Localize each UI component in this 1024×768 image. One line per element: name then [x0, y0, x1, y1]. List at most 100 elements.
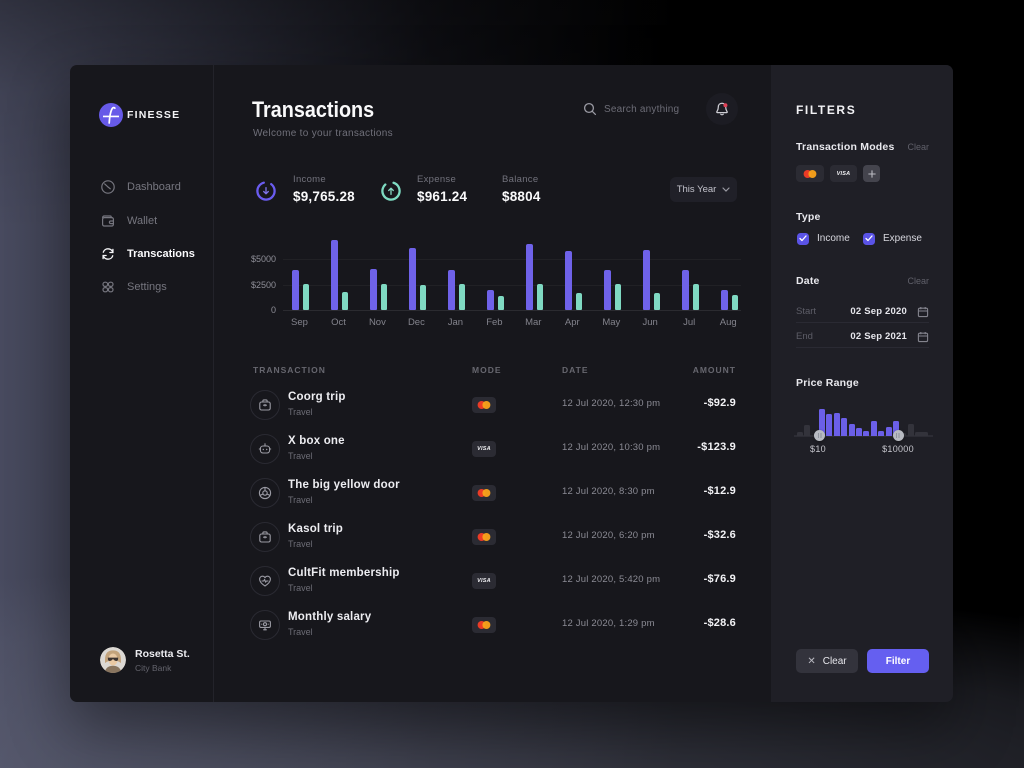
payment-mode-chip: VISA — [472, 441, 496, 457]
app-window: FINESSE Dashboard — [70, 65, 953, 702]
x-axis-tick: Jan — [447, 317, 464, 328]
search-input[interactable] — [604, 103, 696, 115]
income-bar — [682, 269, 689, 310]
wallet-icon — [100, 213, 116, 229]
type-label: Type — [796, 211, 821, 223]
expense-bar — [459, 283, 466, 310]
visa-chip[interactable]: VISA — [830, 165, 857, 182]
sidebar: FINESSE Dashboard — [70, 65, 214, 702]
expense-bar — [654, 293, 660, 310]
expense-option-label: Expense — [883, 233, 922, 244]
table-row[interactable]: The big yellow door Travel 12 Jul 2020, … — [215, 471, 771, 515]
mastercard-icon — [477, 489, 491, 497]
calendar-icon[interactable] — [917, 305, 929, 323]
histogram-bar — [863, 430, 870, 436]
range-min-handle[interactable] — [814, 430, 826, 441]
transaction-date: 12 Jul 2020, 8:30 pm — [562, 486, 655, 497]
date-start-row[interactable]: Start 02 Sep 2020 — [796, 302, 929, 323]
date-end-row[interactable]: End 02 Sep 2021 — [796, 327, 929, 348]
expense-bar — [303, 283, 310, 310]
payment-mode-chip — [472, 397, 496, 413]
histogram-bar — [848, 424, 855, 436]
x-axis-tick: Jul — [683, 317, 696, 328]
notifications-button[interactable] — [706, 93, 738, 125]
filters-panel: FILTERS Transaction Modes Clear VISA Typ… — [771, 65, 953, 702]
checkbox-checked-icon — [797, 232, 809, 245]
apply-filter-button[interactable]: Filter — [867, 649, 929, 673]
price-range-slider: $10 $10000 — [794, 395, 933, 454]
income-ring-icon — [255, 180, 277, 202]
sidebar-item-dashboard[interactable]: Dashboard — [100, 177, 181, 197]
x-axis-tick: Nov — [368, 317, 386, 328]
sidebar-item-transactions[interactable]: Transcations — [100, 244, 195, 264]
payment-mode-chip — [472, 617, 496, 633]
col-mode: MODE — [472, 365, 502, 375]
modes-clear-button[interactable]: Clear — [907, 142, 929, 152]
search-box — [583, 97, 696, 121]
col-amount: AMOUNT — [692, 365, 736, 375]
stat-meta: Balance $8804 — [502, 174, 541, 204]
mastercard-chip[interactable] — [796, 165, 824, 182]
gridline — [283, 259, 741, 261]
sidebar-item-label: Transcations — [127, 248, 195, 260]
x-axis-tick: Oct — [331, 317, 346, 328]
filter-button-label: Filter — [885, 655, 911, 667]
add-mode-chip[interactable] — [863, 165, 880, 182]
date-clear-button[interactable]: Clear — [907, 276, 929, 286]
histogram-bar — [841, 418, 848, 436]
brand-name: FINESSE — [127, 109, 181, 121]
y-axis-tick: $5000 — [250, 254, 276, 265]
type-option-expense[interactable]: Expense — [863, 232, 922, 245]
expense-bar — [381, 283, 388, 310]
plus-icon — [867, 169, 876, 178]
table-row[interactable]: CultFit membership Travel VISA 12 Jul 20… — [215, 559, 771, 603]
expense-bar — [732, 295, 738, 310]
income-value: $9,765.28 — [293, 189, 355, 204]
heart-icon — [250, 566, 280, 596]
calendar-icon[interactable] — [917, 330, 929, 348]
x-axis-tick: Dec — [407, 317, 425, 328]
sidebar-item-wallet[interactable]: Wallet — [100, 211, 157, 231]
transaction-amount: -$92.9 — [703, 397, 736, 409]
range-max-handle[interactable] — [892, 430, 904, 441]
income-bar — [643, 250, 650, 310]
checkbox-checked-icon — [863, 232, 875, 245]
transaction-amount: -$123.9 — [697, 441, 736, 453]
transaction-amount: -$12.9 — [703, 485, 736, 497]
x-axis-tick: Aug — [719, 317, 737, 328]
transaction-modes-label: Transaction Modes — [796, 141, 895, 153]
histogram-bar — [796, 432, 803, 436]
payment-mode-chip — [472, 485, 496, 501]
table-row[interactable]: Coorg trip Travel 12 Jul 2020, 12:30 pm … — [215, 383, 771, 427]
col-date: DATE — [562, 365, 589, 375]
period-dropdown[interactable]: This Year — [670, 177, 737, 202]
table-row[interactable]: X box one Travel VISA 12 Jul 2020, 10:30… — [215, 427, 771, 471]
page-title: Transactions — [252, 97, 375, 122]
table-row[interactable]: Monthly salary Travel 12 Jul 2020, 1:29 … — [215, 603, 771, 647]
expense-ring-icon — [380, 180, 402, 202]
gridline — [283, 310, 741, 311]
income-bar — [487, 290, 495, 310]
table-row[interactable]: Kasol trip Travel 12 Jul 2020, 6:20 pm -… — [215, 515, 771, 559]
brand: FINESSE — [99, 103, 180, 127]
histogram-bar — [804, 425, 811, 436]
clear-button-label: Clear — [822, 655, 847, 667]
donut-icon — [250, 478, 280, 508]
histogram-bar — [878, 430, 885, 436]
transaction-category: Travel — [288, 495, 313, 505]
y-axis-tick: 0 — [270, 305, 276, 315]
transaction-title: X box one — [288, 435, 345, 447]
expense-bar — [615, 283, 622, 310]
clear-filters-button[interactable]: ✕ Clear — [796, 649, 858, 673]
page-subtitle: Welcome to your transactions — [253, 128, 393, 139]
user-profile[interactable]: Rosetta St. City Bank — [100, 647, 190, 673]
sidebar-item-settings[interactable]: Settings — [100, 277, 167, 297]
balance-label: Balance — [502, 174, 539, 185]
visa-icon: VISA — [477, 578, 491, 584]
transaction-title: Monthly salary — [288, 611, 372, 623]
visa-icon: VISA — [477, 446, 491, 452]
income-bar — [721, 290, 728, 310]
user-avatar — [100, 647, 126, 673]
visa-icon: VISA — [836, 170, 851, 177]
type-option-income[interactable]: Income — [797, 232, 850, 245]
